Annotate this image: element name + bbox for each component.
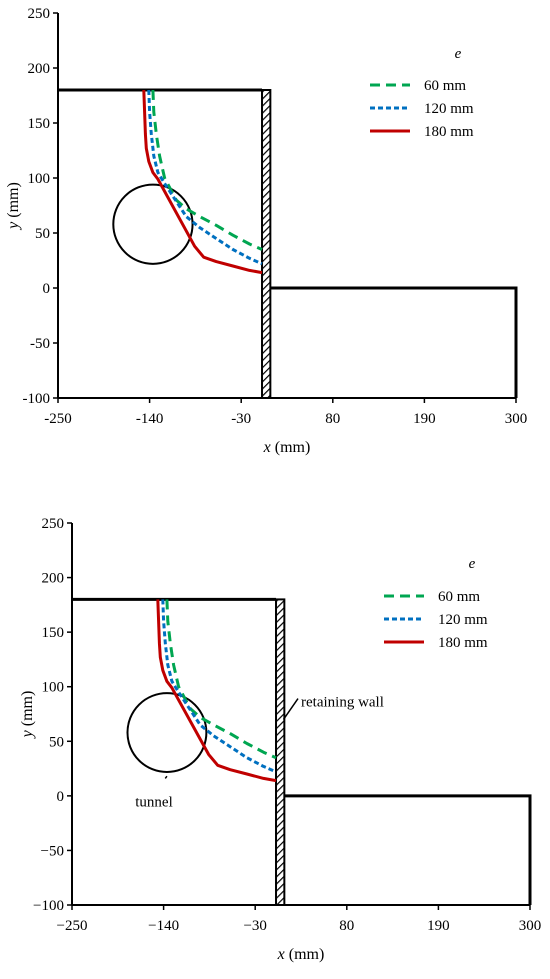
y-axis-title: y (mm) <box>5 182 22 231</box>
excavation-base <box>270 286 518 398</box>
legend-label: 60 mm <box>438 589 480 605</box>
x-axis-title: x (mm) <box>263 439 311 456</box>
chart-panel-1: 250 200 150 100 50 0 -50 -100 -250 -140 -30 80 190 30… <box>5 6 527 456</box>
annotation-leader <box>164 775 168 779</box>
tunnel-circle <box>126 692 208 773</box>
x-tick-label: 80 <box>339 918 354 934</box>
y-tick-label: 150 <box>28 116 51 132</box>
series-line-180-mm <box>156 599 277 783</box>
x-tick-label: 300 <box>505 411 528 427</box>
y-axis-title: y (mm) <box>19 691 36 740</box>
y-tick-label: 100 <box>28 171 51 187</box>
y-tick-label: 100 <box>42 680 65 696</box>
annotation-label: retaining wall <box>301 695 384 711</box>
y-tick-label: 50 <box>35 226 50 242</box>
retaining-wall <box>275 598 286 907</box>
annotation-label: tunnel <box>135 794 173 810</box>
y-tick-label: -100 <box>23 391 51 407</box>
legend-label: 120 mm <box>424 101 474 117</box>
x-tick-label: 190 <box>427 918 450 934</box>
legend-label: 180 mm <box>424 124 474 140</box>
tunnel-circle <box>112 183 194 265</box>
series-line-120-mm <box>161 599 277 774</box>
x-tick-label: 300 <box>519 918 542 934</box>
y-tick-label: −100 <box>33 898 64 914</box>
series-line-180-mm <box>142 89 263 275</box>
y-tick-label: 0 <box>57 789 65 805</box>
x-tick-label: −30 <box>243 918 266 934</box>
legend-title: e <box>455 46 462 62</box>
y-tick-label: 200 <box>42 571 65 587</box>
x-tick-label: 80 <box>325 411 340 427</box>
legend-label: 60 mm <box>424 78 466 94</box>
y-tick-label: 200 <box>28 61 51 77</box>
legend-label: 180 mm <box>438 635 488 651</box>
chart-panel-2: 250 200 150 100 50 0 −50 −100 −250 −140 −30 80 190 30… <box>19 516 541 963</box>
x-tick-label: 190 <box>413 411 436 427</box>
legend-label: 120 mm <box>438 612 488 628</box>
y-tick-label: −50 <box>41 843 64 859</box>
series-line-60-mm <box>165 599 277 760</box>
x-axis-title: x (mm) <box>277 946 325 963</box>
y-tick-label: 0 <box>43 281 51 297</box>
y-tick-label: 150 <box>42 625 65 641</box>
x-tick-label: -30 <box>231 411 251 427</box>
x-tick-label: −250 <box>57 918 88 934</box>
y-tick-label: 250 <box>42 516 65 532</box>
series-line-120-mm <box>147 89 263 266</box>
y-tick-label: 50 <box>49 734 64 750</box>
x-tick-label: −140 <box>148 918 179 934</box>
legend-title: e <box>469 556 476 572</box>
y-tick-label: -50 <box>30 336 50 352</box>
excavation-base <box>284 794 532 905</box>
x-tick-label: -250 <box>44 411 72 427</box>
series-line-60-mm <box>151 89 263 251</box>
y-tick-label: 250 <box>28 6 51 22</box>
retaining-wall <box>261 89 272 399</box>
annotation-leader <box>282 698 299 720</box>
x-tick-label: -140 <box>136 411 164 427</box>
